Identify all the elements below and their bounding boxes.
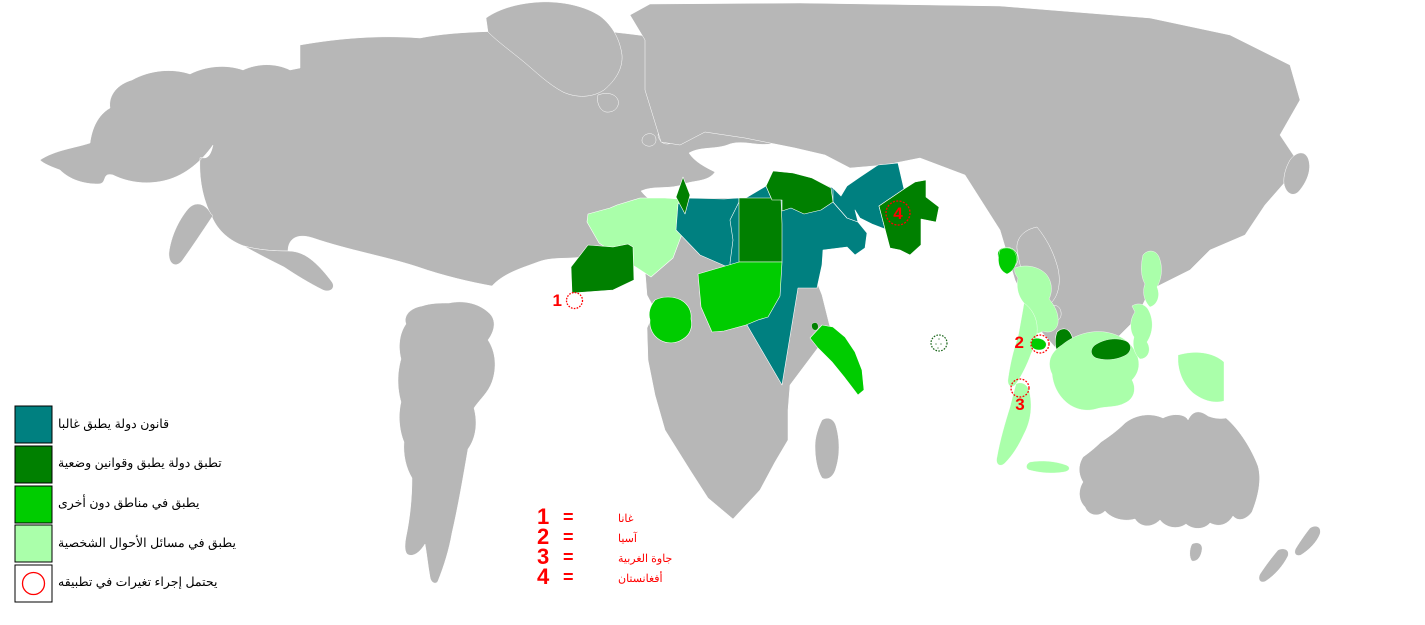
svg-text:4: 4 [893, 204, 903, 223]
svg-text:آسيا: آسيا [618, 532, 638, 545]
svg-text:1: 1 [553, 291, 562, 310]
svg-text:أفغانستان: أفغانستان [618, 571, 663, 585]
svg-text:جاوة الغربية: جاوة الغربية [618, 553, 672, 565]
svg-text:2: 2 [1015, 333, 1024, 352]
svg-text:يطبق في مسائل الأحوال الشخصية: يطبق في مسائل الأحوال الشخصية [58, 534, 236, 551]
svg-text:يطبق في مناطق دون أخرى: يطبق في مناطق دون أخرى [58, 494, 200, 511]
svg-text:=: = [563, 507, 574, 527]
svg-text:تطبق دولة يطبق وقوانين وضعية: تطبق دولة يطبق وقوانين وضعية [58, 456, 222, 471]
svg-text:=: = [563, 547, 574, 567]
svg-text:قانون دولة يطبق غالبا: قانون دولة يطبق غالبا [58, 417, 169, 432]
svg-text:غانا: غانا [618, 513, 634, 525]
svg-text:=: = [563, 527, 574, 547]
svg-text:يحتمل إجراء تغيرات في تطبيقه: يحتمل إجراء تغيرات في تطبيقه [58, 575, 218, 590]
svg-text:=: = [563, 567, 574, 587]
svg-text:4: 4 [537, 564, 550, 589]
svg-text:3: 3 [1015, 395, 1024, 414]
